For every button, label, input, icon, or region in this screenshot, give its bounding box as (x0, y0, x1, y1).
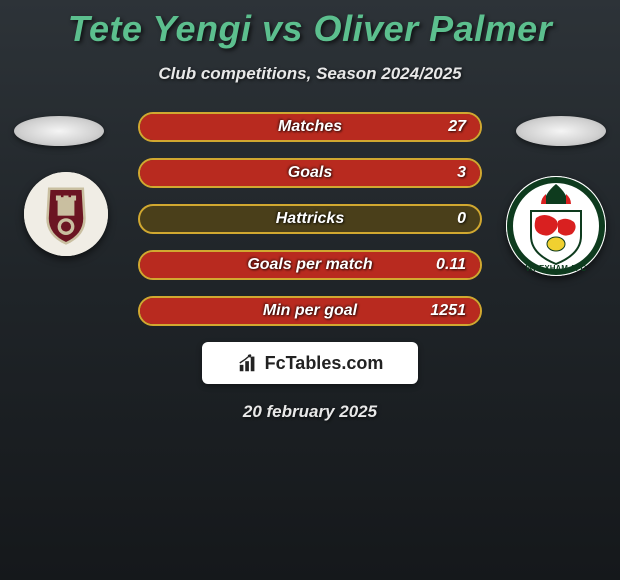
svg-text:WREXHAM AFC: WREXHAM AFC (526, 264, 587, 273)
chart-icon (237, 352, 259, 374)
player-left-club-crest (24, 172, 108, 256)
stat-bar: Goals per match0.11 (138, 250, 482, 280)
stat-bar: Goals3 (138, 158, 482, 188)
stat-value-right: 0.11 (436, 252, 466, 278)
comparison-title: Tete Yengi vs Oliver Palmer (0, 0, 620, 50)
fctables-logo[interactable]: FcTables.com (202, 342, 418, 384)
stat-bar: Matches27 (138, 112, 482, 142)
stat-label: Min per goal (140, 298, 480, 324)
player-left-flag (14, 116, 104, 146)
stat-value-right: 1251 (430, 298, 466, 324)
comparison-subtitle: Club competitions, Season 2024/2025 (0, 64, 620, 84)
player-right-club-crest: WREXHAM AFC (506, 176, 606, 276)
northampton-crest-icon (24, 172, 108, 256)
stat-value-right: 27 (448, 114, 466, 140)
stat-label: Matches (140, 114, 480, 140)
footer-brand-text: FcTables.com (265, 353, 384, 374)
stat-label: Goals (140, 160, 480, 186)
player-right-flag (516, 116, 606, 146)
stat-label: Goals per match (140, 252, 480, 278)
stat-value-right: 3 (457, 160, 466, 186)
stat-bar: Hattricks0 (138, 204, 482, 234)
stat-value-right: 0 (457, 206, 466, 232)
wrexham-crest-icon: WREXHAM AFC (506, 176, 606, 276)
comparison-date: 20 february 2025 (0, 402, 620, 422)
stat-bars-container: Matches27 Goals3 Hattricks0 Goals per match… (138, 112, 482, 326)
stat-bar: Min per goal1251 (138, 296, 482, 326)
stat-label: Hattricks (140, 206, 480, 232)
comparison-content: WREXHAM AFC Matches27 Goals3 Hattricks0 Goa… (0, 112, 620, 326)
